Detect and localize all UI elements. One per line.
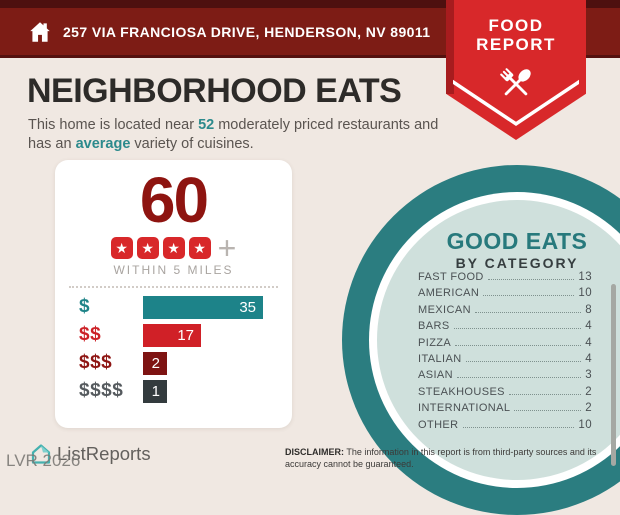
dotted-leader [462, 426, 575, 428]
category-label: STEAKHOUSES [418, 385, 505, 398]
home-icon [30, 21, 50, 42]
badge-line2: REPORT [476, 34, 556, 54]
star-icon: ★ [162, 237, 185, 259]
category-row: OTHER 10 [418, 419, 592, 435]
dotted-leader [487, 279, 575, 280]
good-eats-title: GOOD EATS [446, 228, 588, 254]
category-value: 2 [585, 402, 592, 415]
price-tier-label: $$$ [79, 352, 113, 373]
radius-label: WITHIN 5 MILES [113, 263, 234, 277]
dotted-leader [457, 377, 582, 379]
circle-interior [377, 200, 620, 480]
dotted-divider [69, 286, 278, 288]
bar-value: 35 [239, 298, 256, 316]
bar: 17 [143, 323, 201, 347]
good-eats-circle [342, 165, 620, 515]
star-rating: ★ ★ ★ ★ + [55, 232, 292, 264]
category-value: 4 [585, 352, 592, 365]
subtitle: This home is located near 52 moderately … [28, 116, 468, 154]
subtitle-part2a: moderately priced restaurants and [214, 117, 439, 133]
brand-name: ListReports [57, 443, 151, 464]
dotted-leader [455, 344, 582, 346]
chart-row: $$$$ 1 [79, 377, 292, 405]
dotted-leader [453, 328, 582, 330]
subtitle-part3: variety of cuisines. [130, 136, 254, 153]
dotted-leader [474, 311, 582, 313]
header-top-strip [0, 0, 620, 8]
price-tier-label: $$ [79, 324, 102, 345]
listreports-house-icon [31, 444, 51, 464]
category-value: 3 [585, 369, 592, 382]
category-label: ITALIAN [418, 352, 462, 365]
category-list: FAST FOOD 13 AMERICAN 10 MEXICAN 8 BARS 4 PIZZA 4… [418, 271, 592, 435]
category-value: 4 [585, 336, 592, 349]
category-label: AMERICAN [418, 287, 480, 300]
variety-highlight: average [75, 136, 131, 153]
category-value: 10 [578, 418, 592, 431]
category-value: 13 [578, 271, 592, 283]
category-label: FAST FOOD [418, 271, 484, 283]
category-value: 2 [585, 385, 592, 398]
dotted-leader [483, 295, 575, 297]
dotted-leader [508, 393, 582, 395]
disclaimer-label: DISCLAIMER: [285, 447, 344, 457]
chart-row: $$$ 2 [79, 349, 292, 377]
category-label: BARS [418, 320, 450, 333]
star-icon: ★ [188, 237, 211, 259]
dotted-leader [465, 360, 582, 362]
category-row: AMERICAN 10 [418, 287, 592, 303]
restaurant-score-card: 60 ★ ★ ★ ★ + WITHIN 5 MILES $35 $$ 17 $$$ 2 $$$$ 1 [55, 160, 292, 428]
category-label: PIZZA [418, 336, 452, 349]
category-row: ITALIAN 4 [418, 353, 592, 369]
category-label: MEXICAN [418, 303, 471, 316]
good-eats-header: GOOD EATS BY CATEGORY [417, 228, 617, 272]
good-eats-subtitle: BY CATEGORY [455, 255, 579, 271]
bar-value: 17 [177, 326, 194, 344]
bar: 2 [143, 351, 167, 375]
crossed-utensils-icon [500, 68, 531, 96]
category-value: 4 [585, 320, 592, 333]
category-row: STEAKHOUSES 2 [418, 386, 592, 402]
subtitle-part2b: has an [28, 136, 76, 153]
scrollbar-thumb[interactable] [611, 284, 616, 466]
disclaimer: DISCLAIMER: The information in this repo… [285, 447, 600, 470]
page-title: NEIGHBORHOOD EATS [27, 72, 402, 110]
price-tier-label: $$$$ [79, 380, 124, 401]
disclaimer-text: The information in this report is from t… [285, 447, 597, 469]
dotted-leader [514, 410, 582, 412]
subtitle-part1: This home is located near [28, 117, 199, 133]
listreports-logo: ListReports [29, 442, 151, 466]
watermark: LVR 2026 [6, 451, 81, 470]
category-row: FAST FOOD 13 [418, 271, 592, 287]
ribbon-fold [446, 0, 454, 94]
badge-line1: FOOD [488, 16, 544, 35]
score-value: 60 [139, 164, 209, 236]
header-edge [0, 55, 620, 58]
plus-icon: + [217, 230, 237, 266]
price-tier-label: $ [79, 296, 91, 317]
bar: 1 [143, 379, 167, 403]
bar: 35 [143, 295, 263, 319]
food-report-badge: FOOD REPORT [446, 0, 586, 140]
category-row: BARS 4 [418, 320, 592, 336]
bar-value: 2 [151, 354, 160, 372]
category-value: 10 [578, 287, 592, 300]
category-row: PIZZA 4 [418, 337, 592, 353]
star-icon: ★ [136, 237, 159, 259]
category-value: 8 [585, 303, 592, 316]
category-row: ASIAN 3 [418, 369, 592, 385]
category-label: INTERNATIONAL [418, 402, 511, 415]
category-label: ASIAN [418, 369, 454, 382]
restaurant-count: 52 [198, 117, 215, 133]
category-row: MEXICAN 8 [418, 304, 592, 320]
star-icon: ★ [110, 237, 133, 259]
category-row: INTERNATIONAL 2 [418, 402, 592, 418]
bar-value: 1 [151, 382, 160, 400]
price-bar-chart: $35 $$ 17 $$$ 2 $$$$ 1 [55, 293, 292, 405]
category-label: OTHER [418, 418, 459, 431]
chart-row: $$ 17 [79, 321, 292, 349]
badge-title: FOOD REPORT [446, 16, 586, 54]
property-address: 257 VIA FRANCIOSA DRIVE, HENDERSON, NV 8… [63, 23, 431, 40]
chart-row: $35 [79, 293, 292, 321]
